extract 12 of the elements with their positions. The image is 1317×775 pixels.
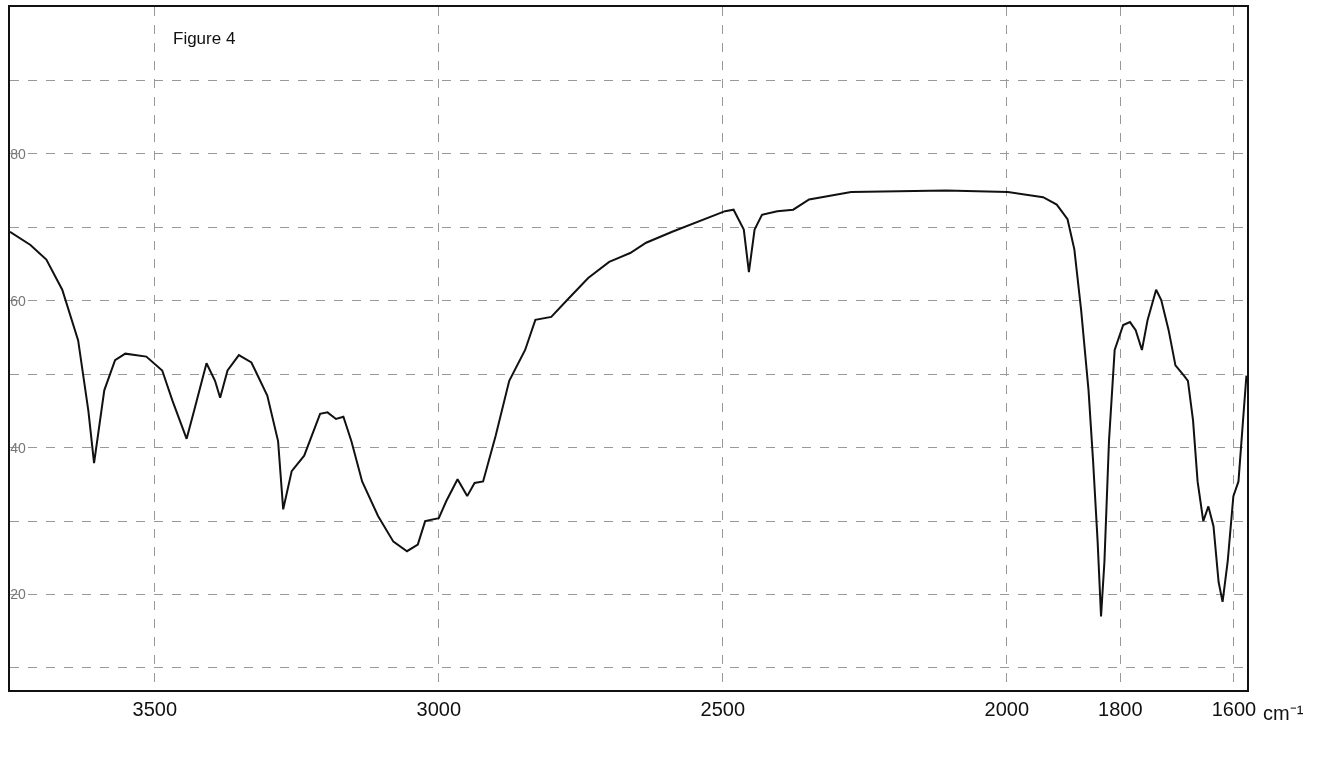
y-tick-label: 20 xyxy=(10,586,26,603)
x-tick-label: 2000 xyxy=(984,698,1030,720)
x-tick-label: 3500 xyxy=(132,698,178,720)
text: Figure 4 xyxy=(173,29,236,48)
y-tick-label: 80 xyxy=(10,145,26,162)
x-axis-title: cm⁻¹ xyxy=(1263,702,1304,724)
x-tick-label: 3000 xyxy=(416,698,462,720)
x-tick-label: 2500 xyxy=(700,698,746,720)
y-tick-label: 60 xyxy=(10,292,26,309)
y-tick-label: 40 xyxy=(10,439,26,456)
x-tick-label: 1600 xyxy=(1211,698,1257,720)
x-tick-label: 1800 xyxy=(1098,698,1143,720)
